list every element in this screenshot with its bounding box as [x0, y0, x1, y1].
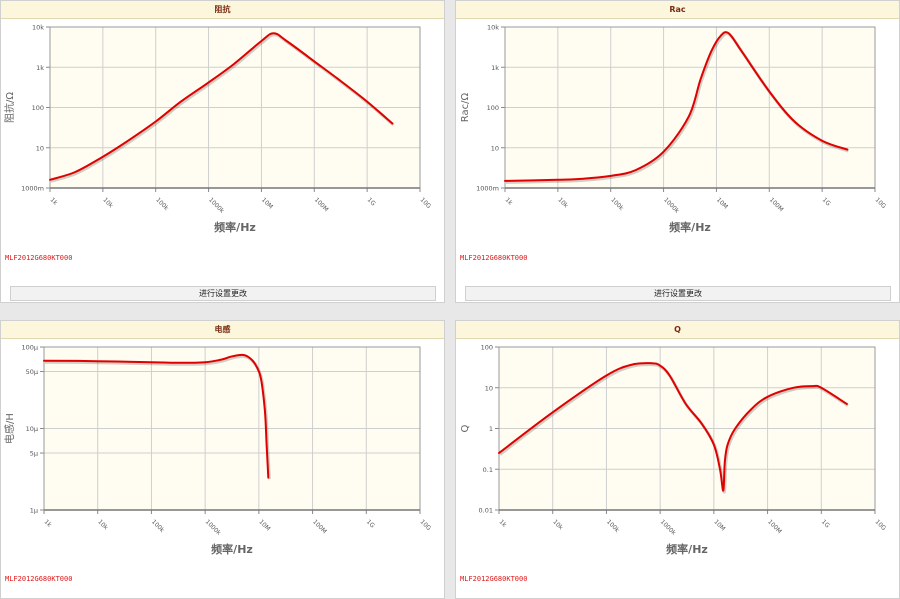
y-tick-label: 10k: [487, 24, 499, 32]
inductance-chart: 1k 10k 100k 1000k 10M 100M 1G 10G 1μ 5μ 10μ 50μ 100μ…: [3, 344, 433, 557]
part-number: MLF2012G680KT000: [460, 254, 528, 262]
part-number: MLF2012G680KT000: [5, 575, 73, 583]
x-tick-label: 1000k: [207, 196, 226, 215]
x-tick-label: 10G: [874, 196, 888, 210]
y-tick-label: 10: [485, 384, 493, 392]
q-panel: Q 1k 10k 100k 1000k 10M 100M 1G 10G 0.01 0.1 1 10 10…: [455, 320, 900, 599]
y-tick-label: 5μ: [30, 450, 38, 458]
x-tick-label: 1G: [821, 196, 832, 207]
panel-title: Q: [456, 321, 899, 339]
x-tick-label: 1k: [49, 196, 59, 206]
x-tick-label: 1000k: [204, 518, 223, 537]
y-tick-label: 1k: [491, 64, 499, 72]
x-tick-label: 10G: [874, 518, 888, 532]
x-tick-label: 100k: [150, 518, 166, 534]
series-line: [43, 353, 270, 479]
x-tick-label: 10k: [556, 196, 569, 209]
y-tick-label: 1: [489, 425, 493, 433]
y-tick-label: 10μ: [26, 425, 38, 433]
y-axis-title: Rac/Ω: [460, 92, 471, 122]
x-tick-label: 10G: [419, 196, 433, 210]
x-tick-label: 1k: [43, 518, 53, 528]
x-tick-label: 1G: [820, 518, 831, 529]
y-axis-title: Q: [460, 424, 471, 432]
x-tick-label: 10k: [101, 196, 114, 209]
y-tick-label: 1k: [36, 64, 44, 72]
x-tick-label: 1000k: [659, 518, 678, 537]
x-tick-label: 1G: [366, 196, 377, 207]
x-tick-label: 100M: [766, 518, 783, 535]
x-tick-label: 10M: [712, 518, 726, 532]
x-tick-label: 1k: [504, 196, 514, 206]
rac-panel: Rac 1k 10k 100k 1000k 10M 100M 1G 10G 1000m 10 100…: [455, 0, 900, 303]
panel-title: 电感: [1, 321, 444, 339]
x-tick-label: 10k: [96, 518, 109, 531]
panel-title: 阻抗: [1, 1, 444, 19]
x-tick-label: 10k: [551, 518, 564, 531]
series-line: [49, 32, 394, 181]
x-tick-label: 10G: [419, 518, 433, 532]
y-tick-label: 1000m: [476, 185, 499, 193]
settings-change-button[interactable]: 进行设置更改: [465, 286, 891, 301]
x-axis-title: 频率/Hz: [214, 220, 256, 234]
y-tick-label: 50μ: [26, 368, 38, 376]
y-tick-label: 100: [481, 344, 493, 352]
y-tick-label: 10k: [32, 24, 44, 32]
x-tick-label: 100k: [609, 196, 625, 212]
part-number: MLF2012G680KT000: [460, 575, 528, 583]
y-axis-title: 阻抗/Ω: [3, 92, 16, 123]
x-axis-title: 频率/Hz: [211, 542, 253, 556]
inductance-panel: 电感 1k 10k 100k 1000k 10M 100M 1G 10G 1μ 5μ 10μ 50μ 1…: [0, 320, 445, 599]
x-tick-label: 10M: [715, 196, 729, 210]
x-tick-label: 1k: [498, 518, 508, 528]
y-tick-label: 1μ: [30, 507, 38, 515]
part-number: MLF2012G680KT000: [5, 254, 73, 262]
x-tick-label: 100M: [311, 518, 328, 535]
x-tick-label: 100k: [154, 196, 170, 212]
rac-chart: 1k 10k 100k 1000k 10M 100M 1G 10G 1000m 10 100 1k 10…: [460, 24, 888, 235]
y-tick-label: 0.1: [483, 466, 493, 474]
y-tick-label: 1000m: [21, 185, 44, 193]
q-chart: 1k 10k 100k 1000k 10M 100M 1G 10G 0.01 0.1 1 10 100 频…: [460, 344, 888, 557]
impedance-panel: 阻抗 1k 10k 100k 1000k 10M 100M 1G 10G 1000m 10 100 1…: [0, 0, 445, 303]
y-tick-label: 100μ: [21, 344, 38, 352]
x-tick-label: 1G: [365, 518, 376, 529]
panel-title: Rac: [456, 1, 899, 19]
series-line: [498, 362, 848, 492]
x-tick-label: 100M: [313, 196, 330, 213]
y-axis-title: 电感/H: [3, 413, 16, 444]
x-tick-label: 1000k: [662, 196, 681, 215]
x-axis-title: 频率/Hz: [666, 542, 708, 556]
x-tick-label: 100M: [768, 196, 785, 213]
x-tick-label: 100k: [605, 518, 621, 534]
y-tick-label: 100: [487, 104, 499, 112]
impedance-chart: 1k 10k 100k 1000k 10M 100M 1G 10G 1000m 10 100 1k 10…: [3, 24, 433, 235]
y-tick-label: 0.01: [479, 507, 493, 515]
y-tick-label: 100: [32, 104, 44, 112]
x-tick-label: 10M: [257, 518, 271, 532]
x-tick-label: 10M: [260, 196, 274, 210]
series-line: [504, 31, 849, 182]
x-axis-title: 频率/Hz: [669, 220, 711, 234]
settings-change-button[interactable]: 进行设置更改: [10, 286, 436, 301]
y-tick-label: 10: [36, 144, 44, 152]
y-tick-label: 10: [491, 144, 499, 152]
